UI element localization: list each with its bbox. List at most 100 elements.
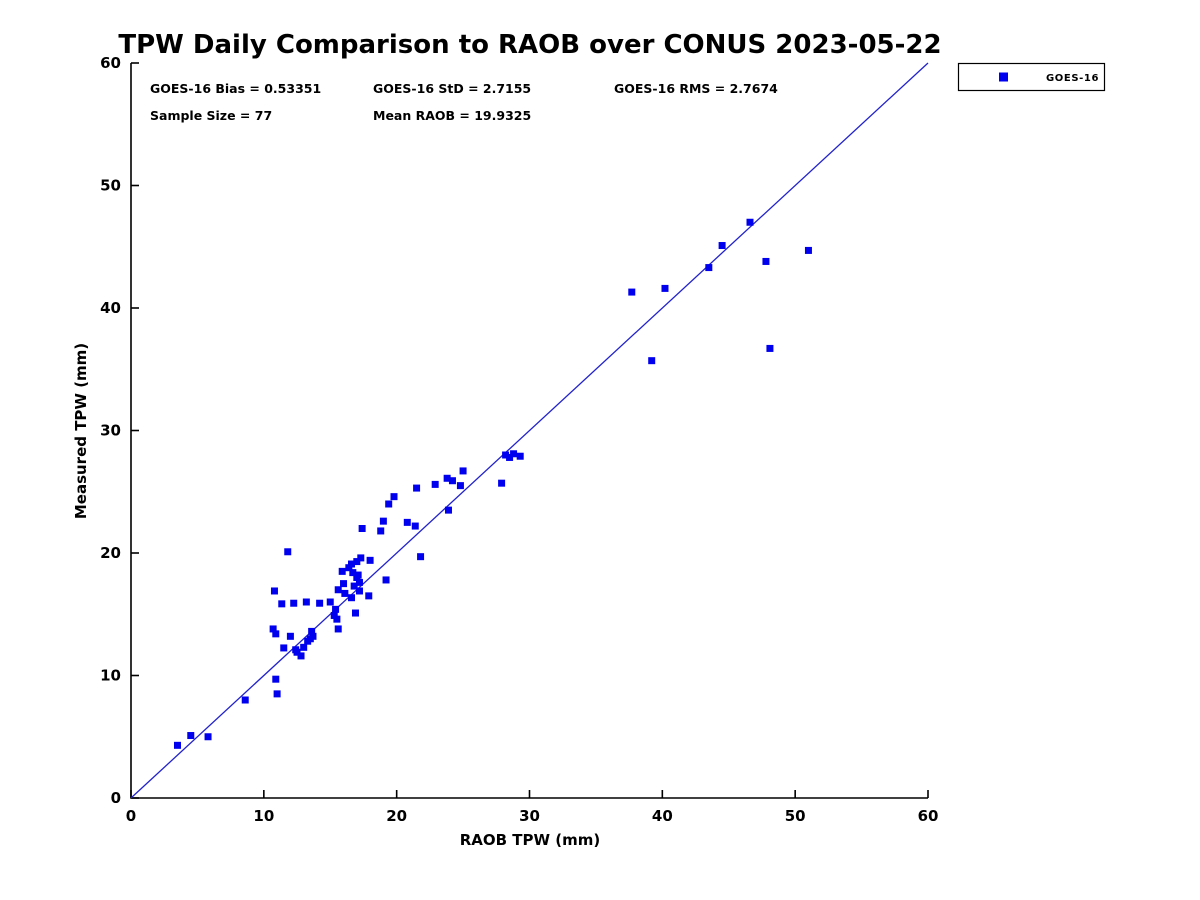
- y-tick-label: 40: [100, 299, 121, 317]
- identity-line: [130, 62, 929, 799]
- x-axis-label: RAOB TPW (mm): [460, 831, 601, 849]
- data-point: [273, 690, 281, 698]
- data-point: [390, 493, 398, 501]
- legend-label: GOES-16: [1046, 73, 1099, 84]
- data-point: [351, 609, 359, 617]
- y-tick-label: 30: [100, 422, 121, 440]
- data-point: [358, 525, 366, 532]
- data-point: [330, 611, 338, 619]
- data-point: [353, 574, 361, 581]
- data-point: [269, 625, 277, 633]
- data-point: [345, 564, 353, 572]
- data-point: [241, 696, 249, 704]
- data-point: [355, 578, 363, 586]
- stat-mean-raob: Mean RAOB = 19.9325: [373, 108, 531, 123]
- x-tick-label: 10: [253, 807, 274, 825]
- y-tick-label: 60: [100, 54, 121, 72]
- data-point: [316, 599, 324, 607]
- data-point: [448, 477, 456, 485]
- data-point: [431, 480, 439, 488]
- data-point: [762, 257, 770, 265]
- x-tick-label: 30: [519, 807, 540, 825]
- data-point: [385, 500, 393, 508]
- data-point: [661, 284, 669, 292]
- x-tick-label: 60: [918, 807, 939, 825]
- data-point: [357, 554, 365, 562]
- data-point: [443, 474, 451, 482]
- data-point: [348, 594, 356, 602]
- data-point: [204, 733, 212, 741]
- data-point: [516, 452, 524, 460]
- stat-rms: GOES-16 RMS = 2.7674: [614, 81, 778, 96]
- data-point: [413, 484, 421, 492]
- data-point: [326, 598, 334, 606]
- data-point: [365, 592, 373, 600]
- data-point: [444, 506, 452, 514]
- data-point: [348, 560, 356, 568]
- data-point: [334, 625, 342, 633]
- data-point: [270, 587, 278, 595]
- x-tick-label: 50: [785, 807, 806, 825]
- data-point: [648, 357, 656, 365]
- stat-sample-size: Sample Size = 77: [150, 108, 272, 123]
- data-point: [333, 615, 341, 623]
- data-point: [705, 264, 713, 272]
- data-point: [286, 632, 294, 640]
- data-point: [506, 453, 514, 461]
- data-point: [417, 553, 425, 561]
- legend: GOES-16: [957, 62, 1106, 92]
- data-point: [746, 218, 754, 226]
- data-point: [187, 732, 195, 740]
- data-point: [459, 467, 467, 475]
- data-point: [510, 450, 518, 458]
- data-point: [334, 586, 342, 594]
- data-point: [498, 479, 506, 487]
- data-point: [297, 652, 305, 660]
- stat-std: GOES-16 StD = 2.7155: [373, 81, 531, 96]
- legend-marker-icon: [999, 72, 1008, 82]
- data-point: [340, 580, 348, 588]
- data-point: [173, 741, 181, 749]
- data-point: [308, 627, 316, 635]
- y-tick-label: 50: [100, 177, 121, 195]
- data-series-goes16: [130, 62, 929, 799]
- data-point: [355, 587, 363, 595]
- y-tick-label: 10: [100, 667, 121, 685]
- data-point: [718, 242, 726, 250]
- data-point: [272, 675, 280, 683]
- data-point: [804, 246, 812, 254]
- data-point: [332, 605, 340, 613]
- legend-box: [957, 62, 1106, 92]
- x-tick-label: 20: [386, 807, 407, 825]
- data-point: [306, 635, 314, 643]
- y-axis-label: Measured TPW (mm): [72, 343, 90, 519]
- data-point: [292, 646, 300, 654]
- chart-title: TPW Daily Comparison to RAOB over CONUS …: [118, 30, 941, 60]
- data-point: [280, 644, 288, 652]
- data-point: [353, 558, 361, 566]
- y-tick-label: 20: [100, 544, 121, 562]
- data-point: [350, 582, 358, 590]
- stat-bias: GOES-16 Bias = 0.53351: [150, 81, 321, 96]
- data-point: [456, 482, 464, 490]
- data-point: [278, 600, 286, 608]
- data-point: [302, 598, 310, 606]
- x-tick-label: 40: [652, 807, 673, 825]
- x-tick-label: 0: [126, 807, 136, 825]
- data-point: [411, 522, 419, 530]
- data-point: [349, 569, 357, 577]
- data-point: [377, 527, 385, 535]
- data-point: [628, 288, 636, 296]
- data-point: [338, 567, 346, 575]
- data-point: [284, 548, 292, 556]
- data-point: [403, 518, 411, 526]
- data-point: [272, 630, 280, 638]
- data-point: [341, 589, 349, 597]
- data-point: [366, 556, 374, 564]
- data-point: [379, 517, 387, 525]
- data-point: [502, 451, 510, 459]
- data-point: [766, 344, 774, 352]
- y-tick-label: 0: [111, 789, 121, 807]
- data-point: [300, 643, 308, 651]
